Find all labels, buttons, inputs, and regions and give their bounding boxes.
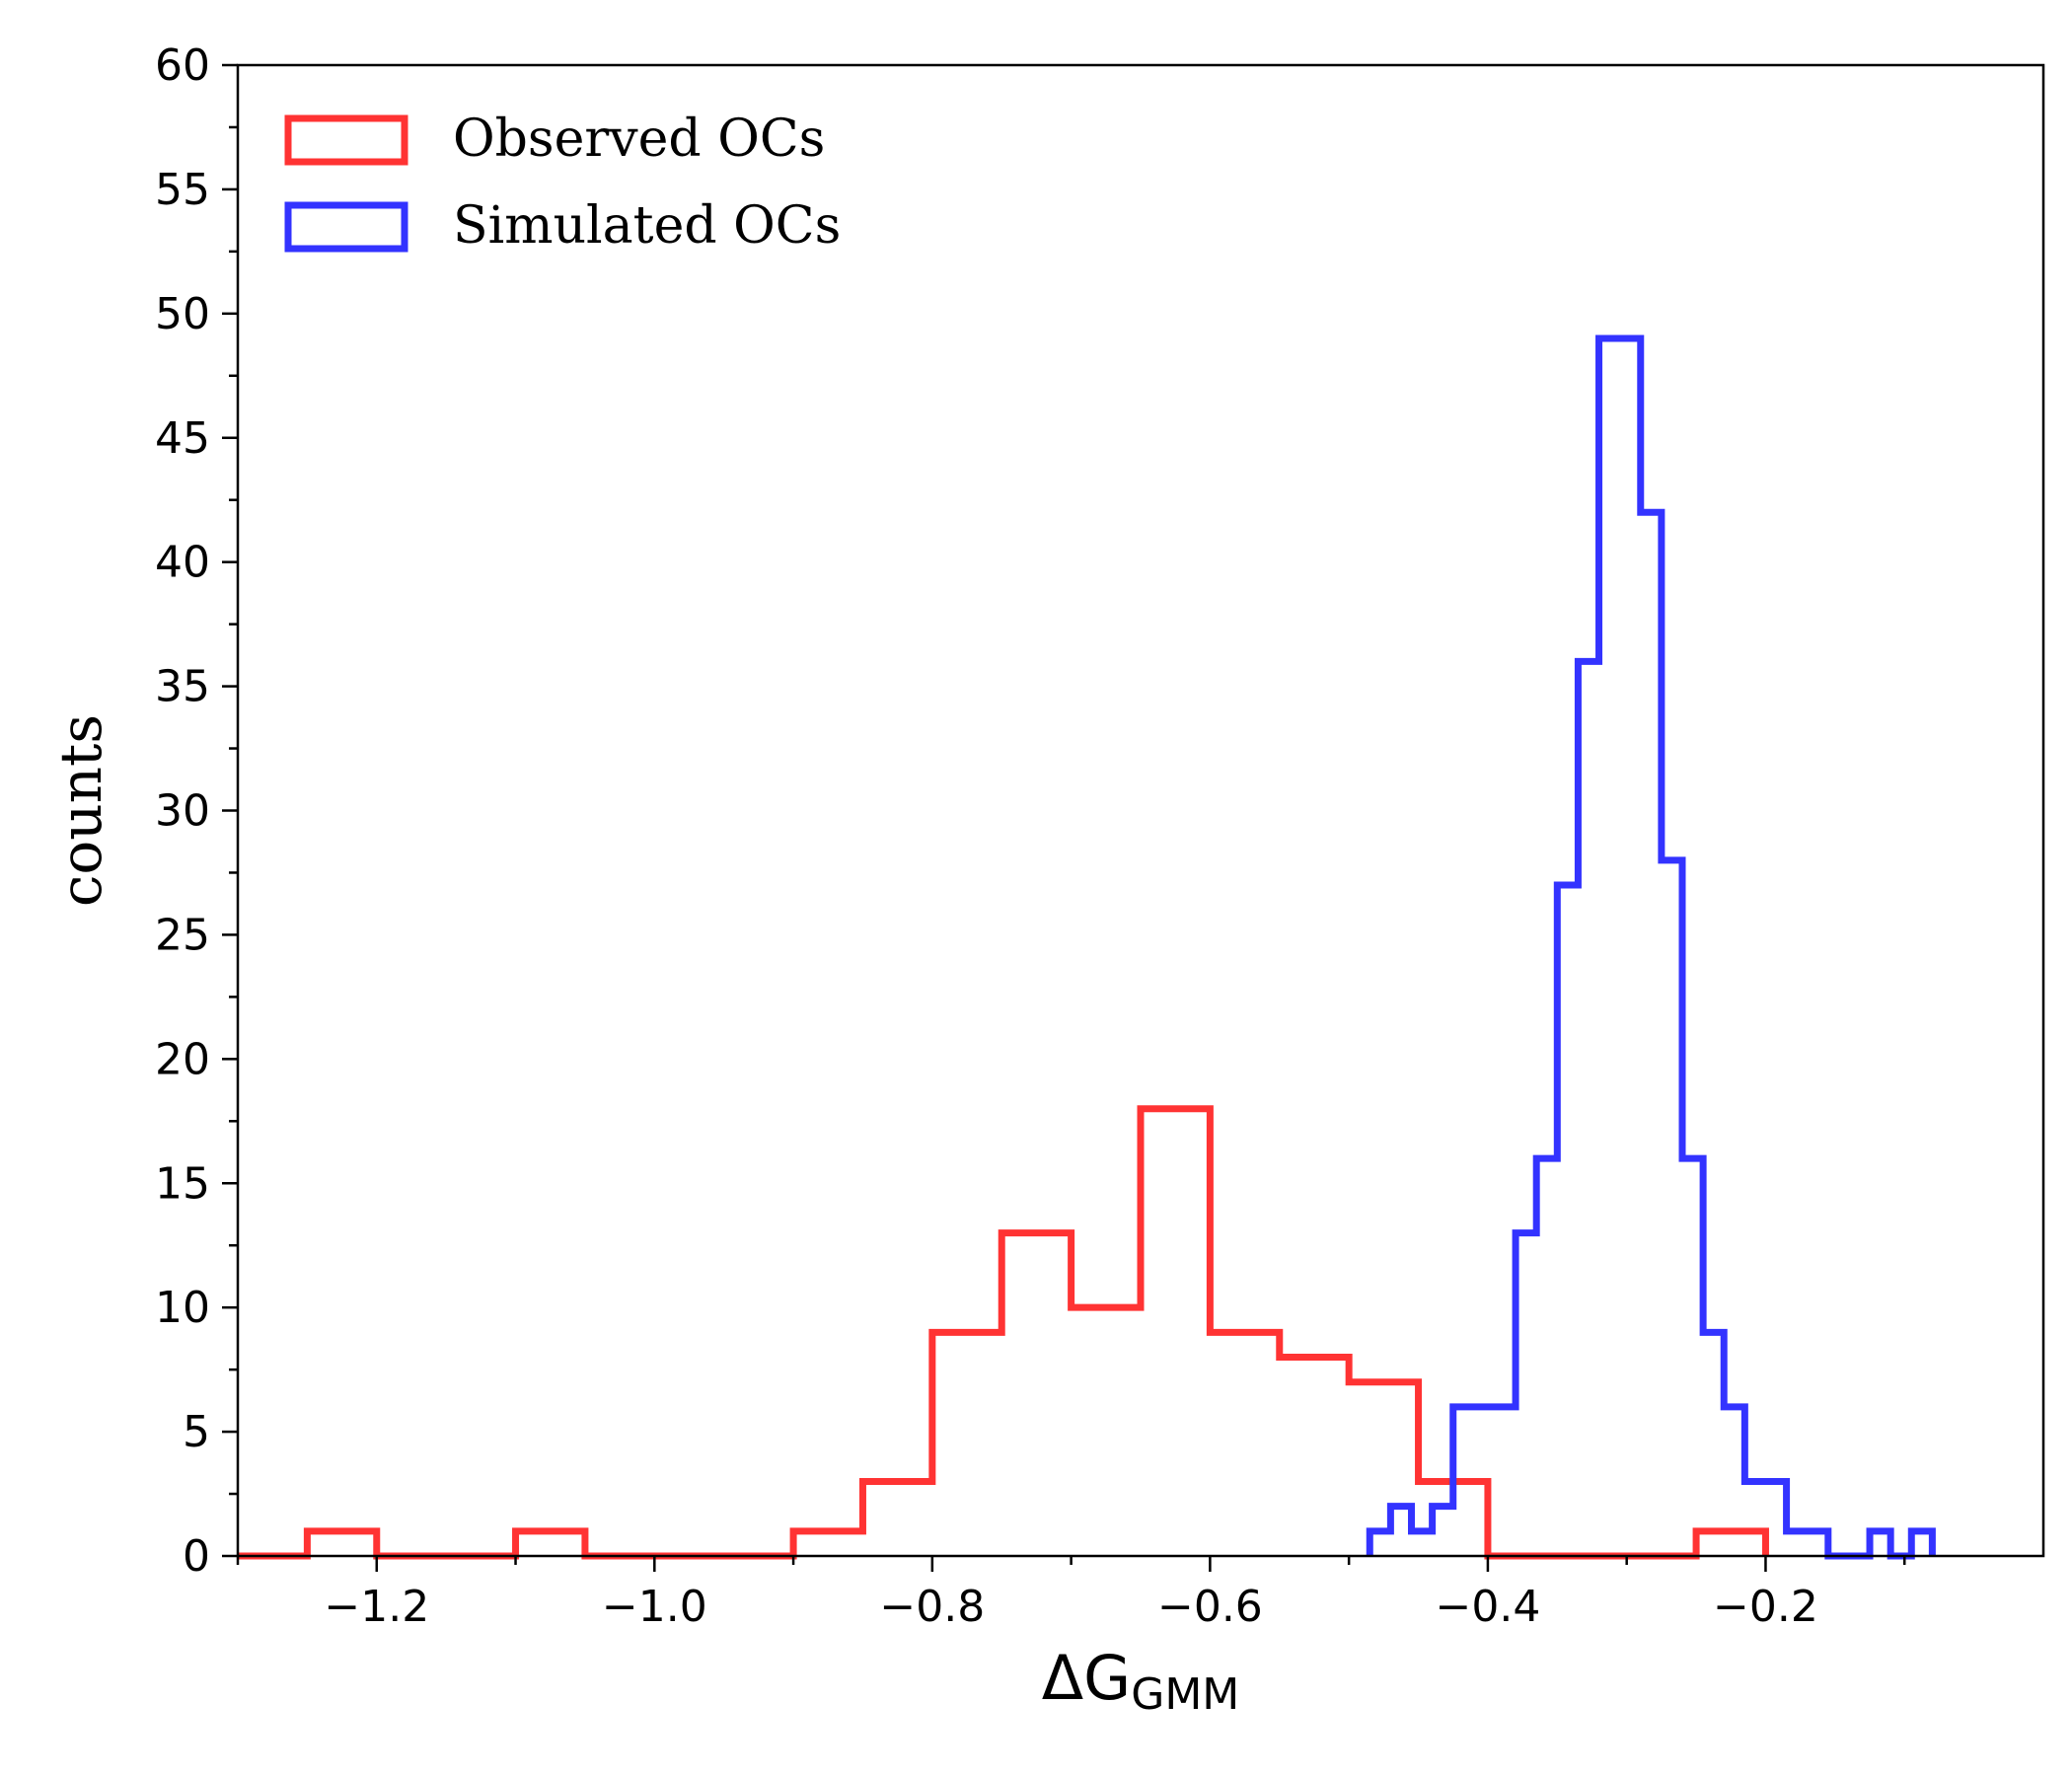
y-tick-label: 5 [183, 1407, 210, 1457]
x-tick-label: −0.6 [1157, 1582, 1263, 1632]
y-tick-label: 55 [155, 165, 210, 215]
y-tick-label: 15 [155, 1158, 210, 1209]
series-1-histogram-outline [238, 1105, 1769, 1560]
y-tick-label: 40 [155, 538, 210, 588]
y-tick-label: 0 [183, 1531, 210, 1582]
x-tick-label: −1.0 [602, 1582, 707, 1632]
x-axis-label-subscript: GMM [1131, 1669, 1239, 1720]
y-tick-label: 10 [155, 1283, 210, 1333]
y-tick-label: 35 [155, 662, 210, 712]
y-tick-label: 50 [155, 289, 210, 339]
legend-swatch [284, 201, 408, 253]
x-tick-label: −0.4 [1436, 1582, 1541, 1632]
y-tick-label: 25 [155, 910, 210, 960]
legend-label: Observed OCs [453, 110, 825, 169]
series-layer [238, 334, 1936, 1560]
x-axis-label-main: ΔG [1042, 1642, 1131, 1714]
y-tick-label: 60 [155, 40, 210, 91]
y-tick-label: 45 [155, 413, 210, 464]
series-2-histogram-outline [1366, 334, 1936, 1560]
legend-swatch [284, 114, 408, 166]
legend-label: Simulated OCs [453, 196, 841, 256]
y-tick-label: 30 [155, 786, 210, 837]
y-tick-label: 20 [155, 1034, 210, 1084]
plot-frame [236, 63, 2045, 1558]
y-axis-label: counts [47, 714, 114, 907]
x-axis-label: ΔGGMM [1042, 1642, 1240, 1720]
ticks-layer: 0 5 10 15 20 25 30 35 40 45 50 55 60 −1.2 −1.0 −0.8 −0.6… [155, 40, 1906, 1632]
legend: Observed OCs Simulated OCs [284, 110, 841, 256]
x-tick-label: −0.8 [879, 1582, 985, 1632]
x-tick-label: −1.2 [324, 1582, 429, 1632]
x-tick-label: −0.2 [1713, 1582, 1818, 1632]
